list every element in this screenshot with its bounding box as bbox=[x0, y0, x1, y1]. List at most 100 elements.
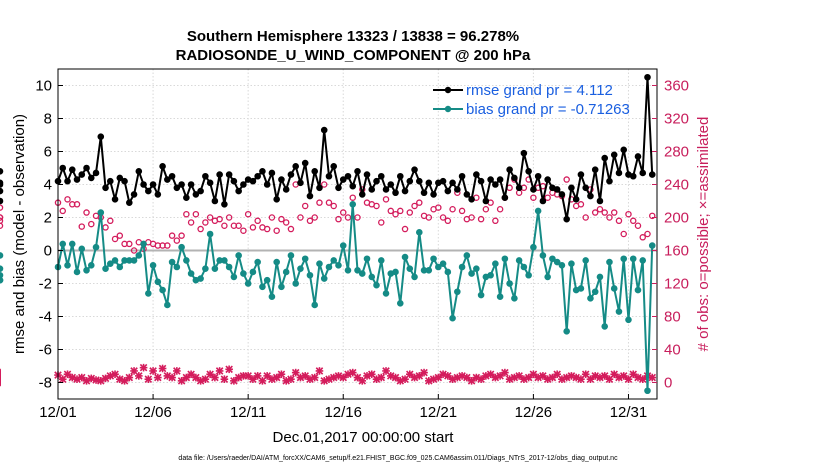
obs-assimilated-point bbox=[463, 373, 471, 382]
obs-possible-point bbox=[216, 215, 223, 223]
rmse-point bbox=[349, 182, 357, 190]
rmse-point bbox=[339, 176, 347, 183]
bias-point bbox=[330, 257, 338, 264]
obs-possible-point bbox=[482, 205, 490, 213]
bias-point bbox=[553, 258, 561, 266]
bias-point bbox=[582, 257, 589, 264]
obs-possible-point bbox=[0, 222, 4, 229]
obs-possible-point bbox=[373, 202, 380, 210]
obs-assimilated-point bbox=[615, 373, 623, 382]
rmse-point bbox=[121, 177, 128, 185]
obs-assimilated-point bbox=[225, 365, 233, 374]
rmse-point bbox=[344, 172, 352, 180]
bias-point bbox=[311, 301, 319, 309]
rmse-point bbox=[268, 169, 276, 177]
rmse-point bbox=[411, 166, 418, 173]
bias-point bbox=[468, 270, 475, 277]
bias-point bbox=[416, 229, 423, 236]
obs-assimilated-point bbox=[182, 373, 191, 382]
rmse-point bbox=[278, 176, 285, 183]
bias-point bbox=[406, 265, 414, 272]
rmse-point bbox=[511, 174, 518, 182]
rmse-point bbox=[634, 153, 642, 160]
y-left-tick-label: -6 bbox=[39, 342, 52, 359]
rmse-point bbox=[126, 199, 133, 206]
y-right-tick-label: 280 bbox=[664, 144, 689, 161]
obs-possible-point bbox=[187, 219, 195, 226]
rmse-point bbox=[249, 177, 257, 185]
obs-possible-point bbox=[496, 205, 504, 213]
obs-possible-point bbox=[202, 219, 209, 226]
y-right-tick-label: 80 bbox=[664, 309, 681, 326]
obs-possible-point bbox=[268, 214, 276, 221]
bias-point bbox=[83, 267, 90, 274]
obs-possible-point bbox=[339, 209, 347, 216]
obs-assimilated-point bbox=[125, 373, 134, 382]
bias-point bbox=[225, 263, 233, 271]
bias-point bbox=[316, 260, 323, 268]
bias-point bbox=[130, 257, 138, 264]
obs-possible-point bbox=[606, 214, 613, 221]
bias-point bbox=[159, 286, 166, 294]
obs-possible-point bbox=[416, 199, 423, 206]
bias-point bbox=[449, 314, 456, 322]
rmse-point bbox=[59, 164, 67, 172]
chart-title-line2: RADIOSONDE_U_WIND_COMPONENT @ 200 hPa bbox=[176, 47, 531, 64]
obs-assimilated-point bbox=[420, 368, 428, 377]
obs-possible-point bbox=[78, 223, 86, 230]
bias-point bbox=[240, 270, 247, 277]
obs-possible-point bbox=[130, 247, 138, 254]
bias-point bbox=[544, 273, 551, 281]
rmse-point bbox=[615, 169, 623, 177]
obs-possible-point bbox=[0, 204, 4, 211]
rmse-point bbox=[520, 149, 528, 157]
bias-point bbox=[444, 268, 452, 276]
obs-possible-point bbox=[411, 202, 418, 210]
y-right-tick-label: 120 bbox=[664, 276, 689, 293]
obs-possible-point bbox=[168, 232, 176, 239]
obs-possible-point bbox=[354, 214, 361, 221]
rmse-point bbox=[183, 194, 190, 201]
obs-possible-point bbox=[240, 227, 247, 234]
x-tick-label: 12/11 bbox=[230, 404, 266, 421]
obs-assimilated-point bbox=[277, 370, 286, 379]
obs-possible-point bbox=[178, 232, 185, 239]
rmse-point bbox=[221, 201, 228, 208]
rmse-point bbox=[111, 196, 119, 203]
obs-possible-point bbox=[282, 219, 290, 226]
rmse-point bbox=[430, 191, 437, 198]
obs-possible-point bbox=[639, 234, 646, 241]
rmse-point bbox=[116, 174, 124, 182]
bias-point bbox=[439, 260, 447, 268]
rmse-point bbox=[335, 184, 342, 192]
obs-possible-point bbox=[458, 207, 466, 215]
obs-possible-point bbox=[620, 230, 627, 238]
plot-area bbox=[58, 69, 657, 399]
x-tick-label: 12/01 bbox=[39, 404, 77, 421]
obs-possible-point bbox=[221, 222, 228, 229]
obs-possible-point bbox=[164, 242, 171, 249]
bias-point bbox=[140, 240, 147, 248]
rmse-point bbox=[468, 196, 475, 203]
bias-point bbox=[610, 285, 618, 292]
legend-swatch-marker bbox=[444, 105, 452, 113]
y-left-tick-label: 6 bbox=[44, 144, 52, 161]
rmse-point bbox=[273, 196, 280, 203]
bias-point bbox=[349, 201, 357, 208]
bias-point bbox=[615, 308, 623, 315]
obs-possible-point bbox=[244, 210, 252, 218]
y-axis-right-label: # of obs: o=possible; ×=assimilated bbox=[695, 117, 712, 352]
rmse-point bbox=[259, 168, 266, 175]
bias-point bbox=[629, 255, 637, 263]
bias-point bbox=[235, 252, 242, 259]
bias-point bbox=[292, 280, 299, 287]
rmse-point bbox=[140, 181, 147, 188]
rmse-point bbox=[197, 187, 204, 195]
obs-possible-point bbox=[273, 227, 280, 234]
obs-possible-point bbox=[301, 202, 309, 210]
rmse-point bbox=[449, 179, 456, 187]
bias-point bbox=[206, 230, 214, 238]
obs-assimilated-point bbox=[215, 367, 224, 375]
bias-point bbox=[430, 255, 437, 263]
bias-point bbox=[644, 387, 651, 395]
